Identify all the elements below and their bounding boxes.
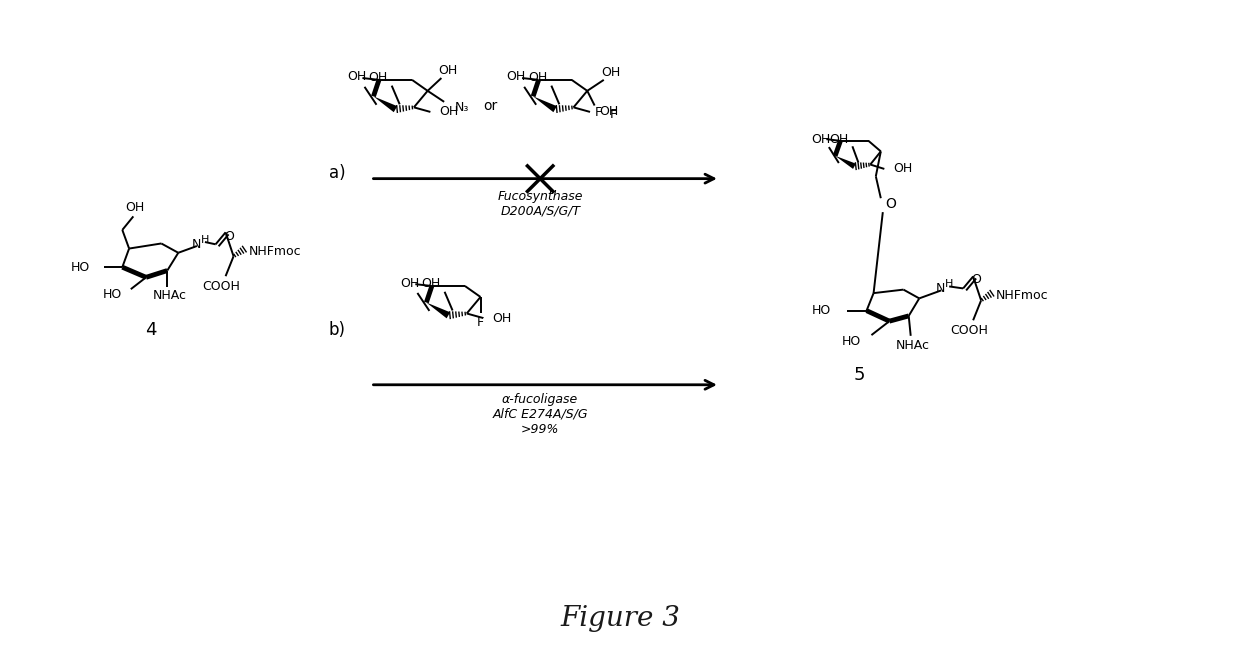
Text: D200A/S/G/T: D200A/S/G/T — [500, 204, 580, 217]
Text: OH: OH — [439, 105, 459, 119]
Text: NHAc: NHAc — [153, 290, 186, 302]
Text: AlfC E274A/S/G: AlfC E274A/S/G — [492, 407, 588, 420]
Text: F: F — [477, 316, 484, 329]
Text: O: O — [224, 230, 234, 243]
Text: OH: OH — [599, 105, 619, 119]
Text: N: N — [935, 282, 945, 295]
Text: or: or — [484, 99, 497, 113]
Text: OH: OH — [422, 277, 440, 290]
Text: NHFmoc: NHFmoc — [248, 245, 301, 258]
Text: OH: OH — [368, 71, 388, 84]
Text: F: F — [595, 106, 601, 119]
Text: COOH: COOH — [202, 280, 241, 292]
Text: Figure 3: Figure 3 — [560, 605, 680, 633]
Text: a): a) — [329, 164, 345, 182]
Text: HO: HO — [811, 304, 831, 317]
Text: 4: 4 — [145, 321, 156, 339]
Text: N: N — [191, 237, 201, 251]
Text: α-fucoligase: α-fucoligase — [502, 393, 578, 406]
Text: OH: OH — [125, 201, 145, 214]
Text: NHFmoc: NHFmoc — [996, 289, 1049, 302]
Text: H: H — [201, 235, 210, 245]
Text: COOH: COOH — [950, 324, 988, 337]
Text: O: O — [971, 273, 981, 286]
Text: OH: OH — [492, 312, 512, 325]
Text: OH: OH — [507, 70, 526, 84]
Text: OH: OH — [399, 276, 419, 290]
Text: OH: OH — [438, 64, 458, 77]
Text: OH: OH — [830, 133, 848, 146]
Text: HO: HO — [71, 261, 91, 274]
Text: F: F — [609, 108, 616, 121]
Text: HO: HO — [103, 288, 123, 301]
Text: H: H — [945, 279, 954, 290]
Text: NHAc: NHAc — [895, 339, 930, 352]
Text: OH: OH — [347, 70, 366, 84]
Text: OH: OH — [811, 133, 831, 146]
Text: HO: HO — [842, 335, 862, 347]
Polygon shape — [836, 156, 856, 169]
Text: N₃: N₃ — [455, 101, 470, 114]
Text: b): b) — [329, 321, 346, 339]
Polygon shape — [427, 302, 450, 318]
Text: OH: OH — [528, 71, 547, 84]
Text: OH: OH — [601, 66, 621, 79]
Text: O: O — [885, 197, 897, 211]
Text: OH: OH — [893, 162, 913, 176]
Text: >99%: >99% — [521, 423, 559, 436]
Polygon shape — [533, 96, 557, 112]
Text: 5: 5 — [853, 366, 866, 384]
Text: Fucosynthase: Fucosynthase — [497, 190, 583, 203]
Polygon shape — [373, 96, 397, 112]
